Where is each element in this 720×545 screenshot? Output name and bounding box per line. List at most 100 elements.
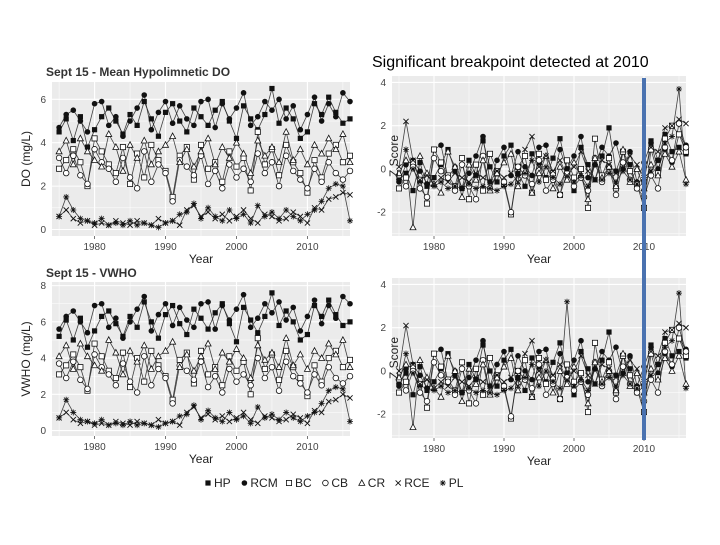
marker-rcm bbox=[403, 366, 409, 372]
marker-cb bbox=[444, 174, 452, 181]
marker-pl bbox=[508, 385, 514, 392]
marker-cb bbox=[304, 185, 311, 192]
marker-rce bbox=[592, 176, 598, 183]
marker-rce bbox=[347, 191, 353, 198]
marker-rce bbox=[403, 118, 409, 125]
marker-cr bbox=[190, 366, 198, 374]
marker-hp bbox=[417, 159, 423, 166]
marker-pl bbox=[634, 385, 640, 392]
marker-bc bbox=[311, 362, 318, 369]
marker-bc bbox=[339, 159, 346, 166]
marker-hp bbox=[170, 101, 176, 107]
marker-pl bbox=[91, 219, 98, 226]
marker-pl bbox=[592, 161, 598, 168]
marker-rce bbox=[515, 179, 521, 185]
marker-hp bbox=[205, 122, 211, 128]
legend-label: BC bbox=[295, 476, 312, 490]
marker-rcm bbox=[226, 116, 233, 122]
marker-cr bbox=[190, 162, 198, 170]
marker-bc bbox=[261, 161, 268, 168]
marker-pl bbox=[620, 168, 626, 175]
marker-rce bbox=[487, 179, 493, 185]
marker-hp bbox=[91, 127, 98, 133]
marker-rce bbox=[627, 357, 633, 364]
marker-rcm bbox=[176, 304, 183, 311]
marker-hp bbox=[170, 302, 176, 309]
x-tick-label: 2000 bbox=[563, 444, 586, 455]
marker-hp bbox=[212, 310, 218, 316]
marker-bc bbox=[465, 400, 472, 407]
marker-pl bbox=[105, 422, 112, 429]
marker-pl bbox=[56, 213, 63, 220]
marker-cb bbox=[204, 180, 212, 188]
x-tick-label: 1990 bbox=[154, 442, 177, 453]
marker-hp bbox=[410, 187, 416, 194]
marker-rce bbox=[676, 116, 682, 123]
marker-pl bbox=[536, 383, 542, 390]
series-points-cr bbox=[55, 334, 354, 381]
y-tick-label: 2 bbox=[380, 323, 386, 334]
marker-pl bbox=[578, 172, 584, 179]
legend-item-rce: RCE bbox=[395, 476, 430, 490]
marker-cb bbox=[183, 367, 191, 374]
marker-cr bbox=[112, 143, 120, 150]
marker-cb bbox=[119, 154, 127, 162]
marker-pl bbox=[205, 407, 212, 414]
marker-rcm bbox=[148, 126, 155, 133]
marker-cr bbox=[154, 147, 163, 155]
marker-pl bbox=[480, 183, 486, 190]
marker-cb bbox=[133, 185, 141, 192]
marker-bc bbox=[219, 382, 226, 389]
marker-rcm bbox=[480, 337, 486, 344]
marker-rcm bbox=[169, 120, 176, 127]
marker-pl bbox=[318, 198, 325, 205]
marker-hp bbox=[106, 308, 112, 314]
marker-rcm bbox=[466, 170, 472, 177]
x-tick-label: 2010 bbox=[296, 442, 319, 453]
marker-cb bbox=[84, 385, 91, 393]
marker-cb bbox=[430, 154, 438, 162]
marker-pl bbox=[212, 414, 219, 421]
marker-rcm bbox=[522, 164, 528, 170]
marker-bc bbox=[205, 165, 212, 172]
marker-rce bbox=[459, 378, 465, 385]
marker-cr bbox=[654, 375, 662, 383]
marker-rcm bbox=[240, 90, 247, 96]
marker-pl bbox=[283, 409, 290, 416]
marker-cr bbox=[225, 357, 234, 365]
marker-hp bbox=[333, 109, 339, 115]
marker-rce bbox=[550, 372, 556, 379]
marker-rcm bbox=[120, 133, 126, 140]
marker-cb bbox=[675, 120, 683, 127]
marker-bc bbox=[472, 365, 479, 372]
marker-cb bbox=[226, 161, 233, 168]
marker-rcm bbox=[347, 300, 353, 307]
marker-pl bbox=[190, 200, 197, 207]
marker-cr bbox=[254, 341, 262, 349]
marker-cr bbox=[268, 143, 276, 150]
marker-pl bbox=[297, 418, 304, 425]
marker-cr bbox=[239, 149, 248, 157]
marker-hp bbox=[522, 387, 528, 394]
marker-hp bbox=[662, 131, 668, 137]
marker-rce bbox=[508, 374, 514, 381]
series-line-cr bbox=[398, 353, 687, 428]
marker-rce bbox=[403, 322, 409, 329]
marker-pl bbox=[240, 211, 247, 218]
marker-rcm bbox=[585, 174, 591, 181]
marker-rcm bbox=[318, 320, 325, 327]
marker-rcm bbox=[276, 299, 282, 305]
marker-hp bbox=[571, 187, 577, 194]
marker-pl bbox=[599, 380, 605, 387]
marker-rcm bbox=[543, 346, 549, 353]
marker-rcm bbox=[113, 315, 119, 322]
marker-bc bbox=[197, 141, 204, 148]
marker-pl bbox=[522, 170, 528, 177]
marker-rce bbox=[648, 348, 654, 355]
marker-bc bbox=[56, 165, 63, 172]
marker-pl bbox=[77, 215, 84, 222]
marker-rce bbox=[683, 324, 689, 331]
marker-hp bbox=[304, 129, 311, 135]
marker-cb bbox=[528, 385, 536, 392]
marker-rce bbox=[459, 174, 465, 181]
